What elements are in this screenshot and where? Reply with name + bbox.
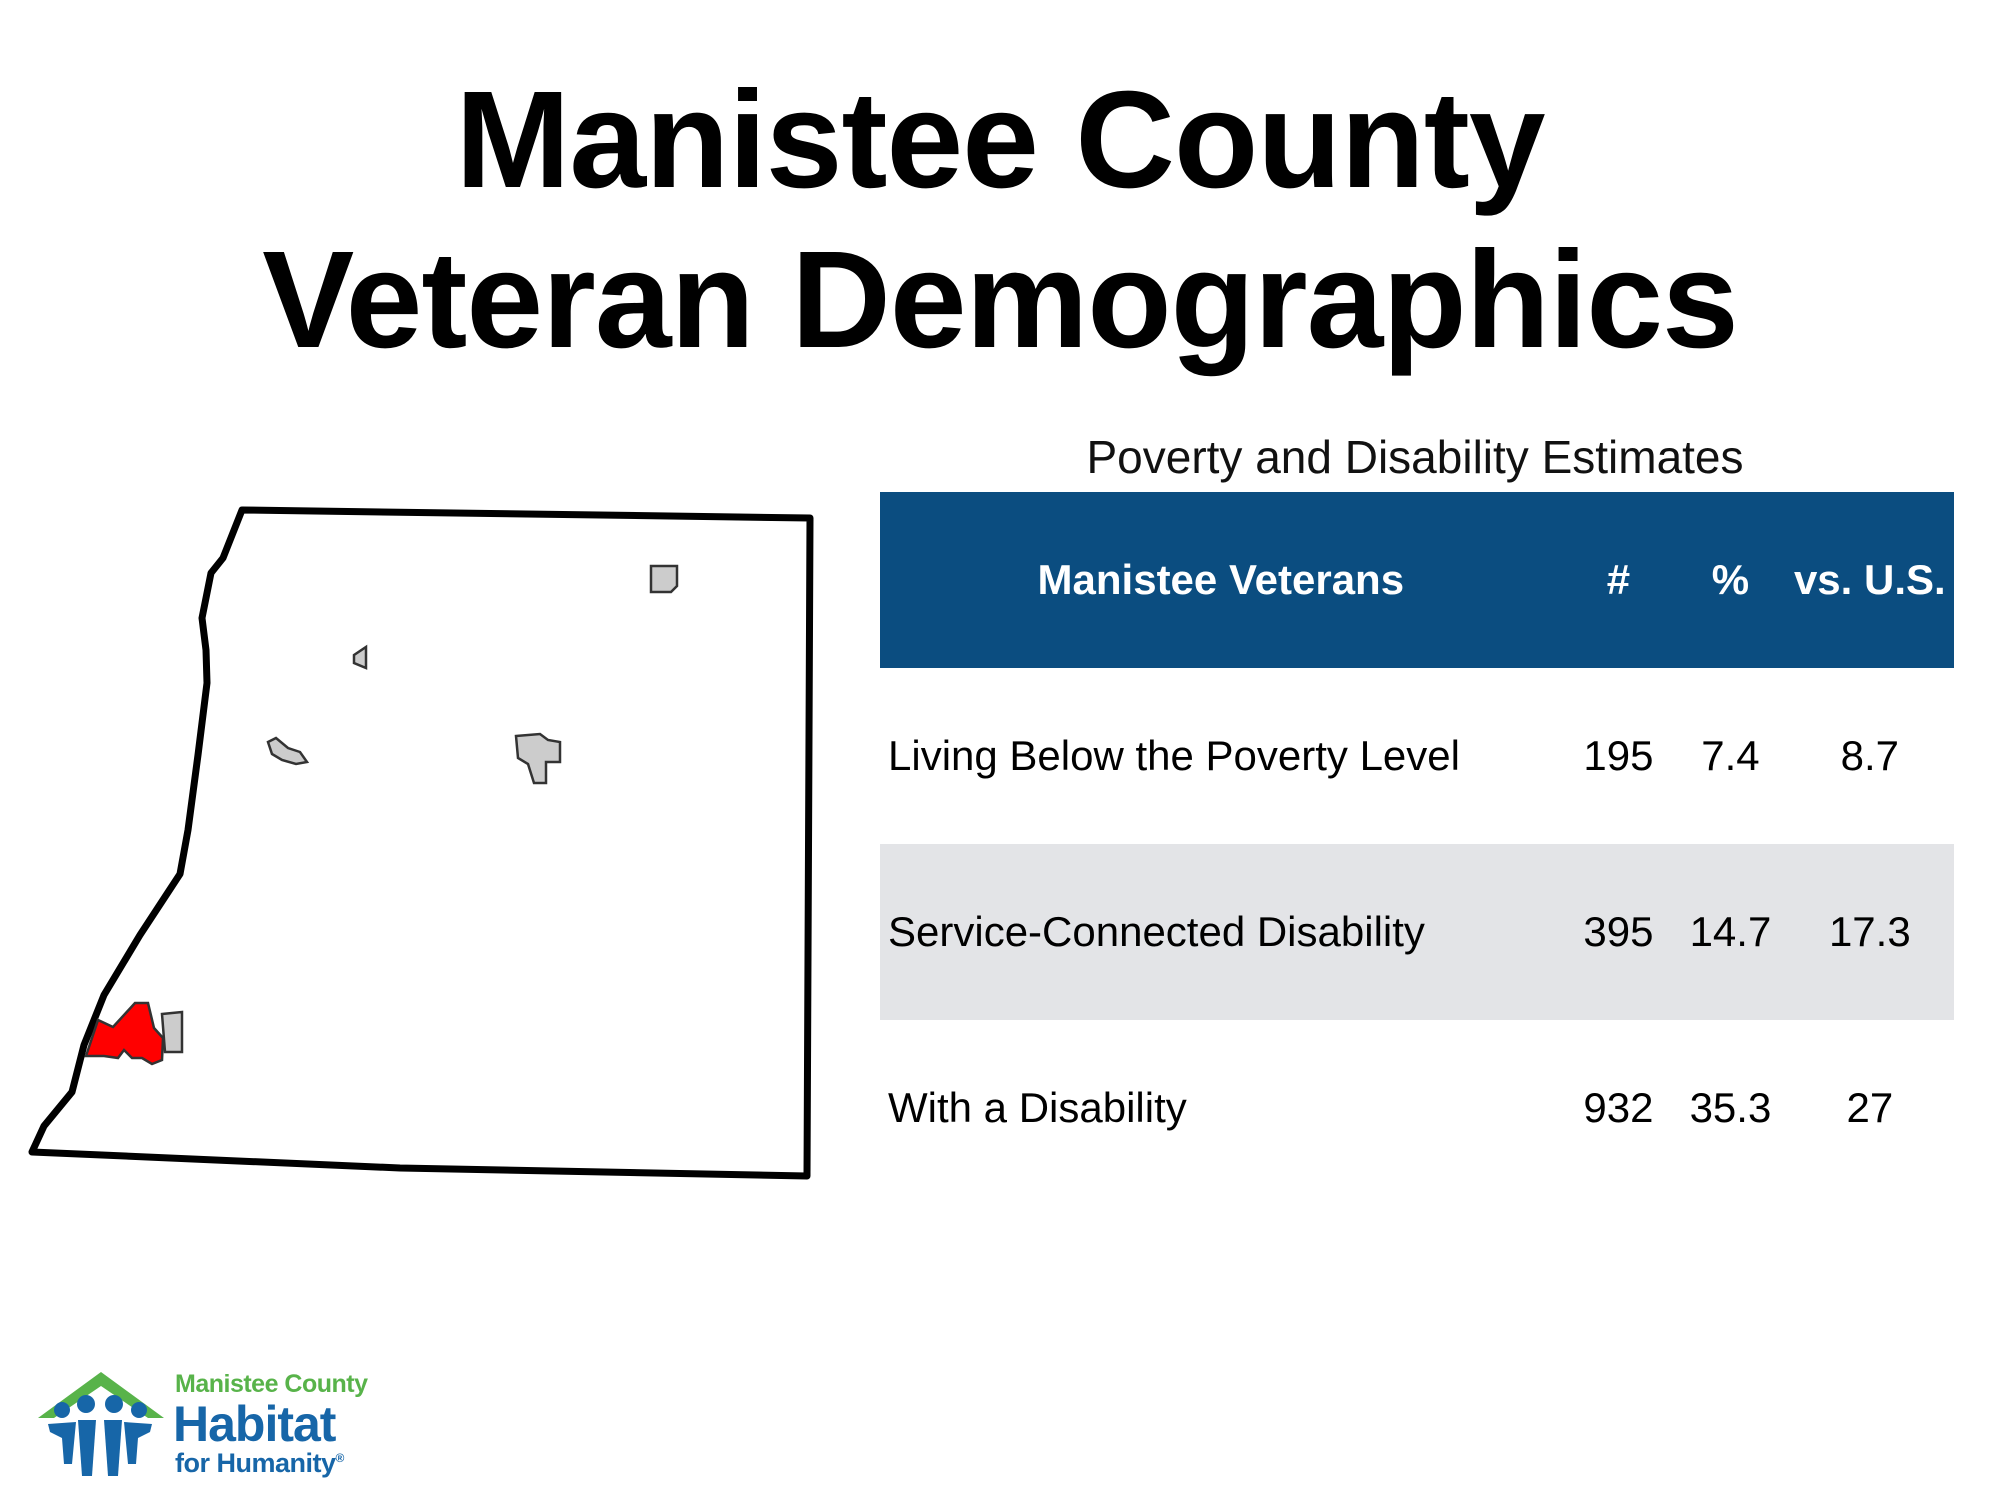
- place-southwest: [160, 1010, 184, 1054]
- col-header-count: #: [1561, 492, 1676, 668]
- logo-registered-mark: ®: [335, 1451, 345, 1465]
- table-row: Service-Connected Disability 395 14.7 17…: [880, 844, 1954, 1020]
- logo-text-humanity: for Humanity®: [175, 1448, 344, 1479]
- place-northeast: [649, 564, 679, 594]
- county-outline: [28, 506, 814, 1180]
- row-count: 195: [1583, 732, 1654, 779]
- manistee-city-highlight: [84, 1001, 165, 1066]
- table-header-row: Manistee Veterans # % vs. U.S.: [880, 492, 1954, 668]
- row-count: 395: [1561, 844, 1676, 1020]
- logo-text-county: Manistee County: [175, 1370, 368, 1398]
- row-label: With a Disability: [888, 1084, 1187, 1131]
- table-row: Living Below the Poverty Level 195 7.4 8…: [880, 668, 1954, 844]
- row-percent: 14.7: [1675, 844, 1786, 1020]
- col-header-vs-us: vs. U.S.: [1785, 492, 1954, 668]
- title-line-2: Veteran Demographics: [262, 223, 1739, 377]
- place-north-central: [352, 644, 368, 670]
- row-percent: 7.4: [1701, 732, 1760, 779]
- logo-text-habitat: Habitat: [173, 1396, 336, 1452]
- habitat-house-people-icon: [38, 1372, 164, 1476]
- row-vs-us: 8.7: [1840, 732, 1900, 779]
- county-map: [28, 506, 814, 1180]
- row-label: Living Below the Poverty Level: [888, 732, 1460, 779]
- row-count: 932: [1583, 1084, 1654, 1131]
- col-header-veterans: Manistee Veterans: [880, 492, 1562, 668]
- logo-text-humanity-words: for Humanity: [175, 1448, 336, 1478]
- row-vs-us: 17.3: [1785, 844, 1954, 1020]
- title-line-1: Manistee County: [455, 63, 1545, 217]
- page-title: Manistee County Veteran Demographics: [0, 60, 2000, 380]
- row-percent: 35.3: [1689, 1084, 1772, 1131]
- row-vs-us: 27: [1846, 1084, 1894, 1131]
- col-header-percent: %: [1675, 492, 1786, 668]
- place-west-central: [266, 736, 310, 766]
- demographics-table: Manistee Veterans # % vs. U.S. Living Be…: [880, 492, 1954, 1196]
- row-label: Service-Connected Disability: [880, 844, 1562, 1020]
- table-caption: Poverty and Disability Estimates: [1086, 431, 1744, 483]
- table-row: With a Disability 932 35.3 27: [880, 1020, 1954, 1196]
- place-central: [514, 732, 562, 785]
